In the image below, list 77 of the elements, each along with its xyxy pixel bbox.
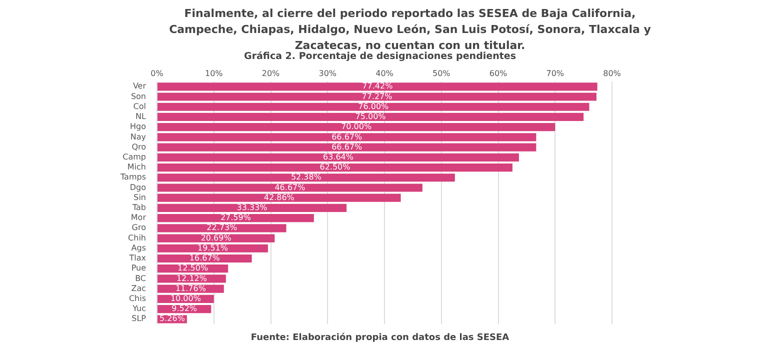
y-tick-label: Son xyxy=(130,92,146,101)
y-tick-label: Camp xyxy=(122,152,146,162)
y-tick-label: Dgo xyxy=(130,182,146,192)
x-tick-label: 40% xyxy=(376,68,394,78)
data-label: 75.00% xyxy=(355,112,386,122)
y-tick-label: Hgo xyxy=(130,122,146,132)
y-tick-label: Mich xyxy=(127,162,146,172)
y-tick-label: Tlax xyxy=(128,254,146,263)
data-label: 62.50% xyxy=(320,162,351,172)
bar xyxy=(158,184,422,192)
data-label: 63.64% xyxy=(322,152,354,162)
data-label: 46.67% xyxy=(274,182,306,192)
x-tick-label: 0% xyxy=(150,68,164,78)
y-tick-label: Zac xyxy=(131,284,146,293)
y-tick-label: Ags xyxy=(131,243,146,252)
x-tick-label: 70% xyxy=(546,68,564,78)
bar xyxy=(158,274,226,283)
data-label: 77.27% xyxy=(362,92,393,101)
x-tick-label: 60% xyxy=(489,68,508,78)
text: Finalmente, al cierre del periodo reportado las SESEA de Baja California, Campeche, Chiapas, Hidalgo, Nuevo León, San Luis Potosí, Sonora, Tlaxcala y Zacatecas, no cuentan con un titular. xyxy=(168,6,652,52)
chart-title: Gráfica 2. Porcentaje de designaciones pendientes xyxy=(243,51,517,62)
bar xyxy=(158,102,590,111)
bar xyxy=(158,143,536,152)
bar xyxy=(158,92,596,101)
data-label: 12.12% xyxy=(176,274,208,283)
bar xyxy=(158,224,286,232)
data-label: 16.67% xyxy=(189,254,220,263)
bar xyxy=(158,163,512,172)
bar xyxy=(158,153,519,162)
y-tick-label: Chis xyxy=(128,294,146,304)
bar xyxy=(158,123,556,132)
bar xyxy=(158,194,401,202)
data-label: 42.86% xyxy=(264,192,295,202)
data-label: 52.38% xyxy=(290,172,322,182)
data-label: 22.73% xyxy=(206,223,238,232)
x-tick-label: 50% xyxy=(432,68,451,78)
data-label: 66.67% xyxy=(332,142,362,152)
data-label: 27.59% xyxy=(220,213,252,222)
y-tick-label: SLP xyxy=(132,314,146,324)
y-tick-label: Nay xyxy=(130,132,146,142)
bar xyxy=(158,214,314,222)
bar xyxy=(158,174,455,182)
data-label: 76.00% xyxy=(358,102,390,111)
x-tick-label: 10% xyxy=(204,68,224,78)
data-label: 19.51% xyxy=(197,243,228,252)
data-label: 10.00% xyxy=(170,294,202,304)
y-tick-label: Tamps xyxy=(119,172,146,182)
data-label: 33.33% xyxy=(236,203,268,212)
y-tick-label: Mor xyxy=(130,213,147,222)
bar xyxy=(158,112,584,122)
y-tick-label: Chih xyxy=(128,233,146,242)
y-tick-label: Col xyxy=(133,102,146,111)
y-tick-label: Qro xyxy=(132,142,146,152)
data-label: 66.67% xyxy=(332,132,362,142)
x-tick-label: 80% xyxy=(603,68,622,78)
y-tick-label: Sin xyxy=(134,192,146,202)
source-note: Fuente: Elaboración propia con datos de las SESEA xyxy=(250,333,510,343)
data-label: 9.52% xyxy=(172,304,198,314)
bar xyxy=(158,204,347,212)
y-tick-label: Gro xyxy=(132,223,146,232)
data-label: 11.76% xyxy=(175,284,206,293)
data-label: 77.42% xyxy=(362,82,394,91)
y-tick-label: Ver xyxy=(132,82,147,91)
data-label: 70.00% xyxy=(341,122,372,132)
y-tick-label: Tab xyxy=(131,203,146,212)
x-tick-label: 20% xyxy=(262,68,280,78)
bar xyxy=(158,133,536,142)
y-tick-label: BC xyxy=(135,274,146,283)
x-tick-label: 30% xyxy=(318,68,337,78)
data-label: 5.26% xyxy=(159,314,186,324)
bar xyxy=(158,234,275,242)
y-tick-label: Yuc xyxy=(132,304,146,314)
y-tick-label: Pue xyxy=(131,264,146,273)
y-tick-label: NL xyxy=(136,112,147,122)
bar xyxy=(158,82,598,91)
data-label: 20.69% xyxy=(200,233,232,242)
data-label: 12.50% xyxy=(178,264,208,273)
